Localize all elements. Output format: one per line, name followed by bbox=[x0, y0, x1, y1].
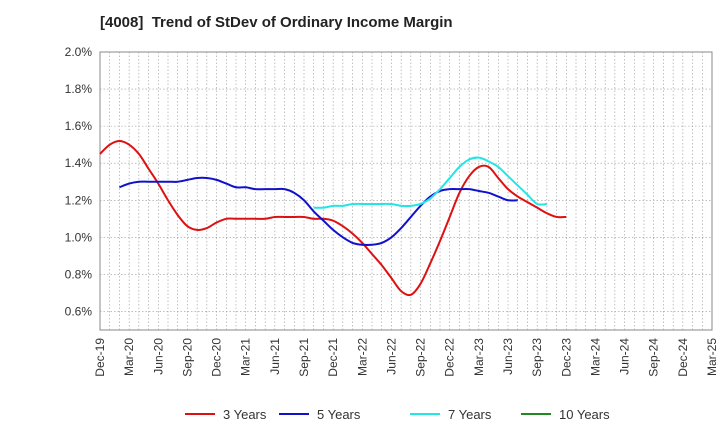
x-tick-label: Mar-21 bbox=[239, 338, 253, 376]
x-tick-label: Mar-24 bbox=[588, 338, 602, 376]
x-tick-label: Mar-20 bbox=[122, 338, 136, 376]
x-tick-label: Jun-24 bbox=[618, 338, 632, 375]
chart-title: [4008] Trend of StDev of Ordinary Income… bbox=[100, 14, 453, 31]
series-line-3-years bbox=[99, 139, 567, 297]
x-tick-label: Sep-22 bbox=[414, 338, 428, 377]
x-tick-label: Jun-22 bbox=[384, 338, 398, 375]
y-tick-label: 1.8% bbox=[65, 82, 93, 96]
x-tick-label: Dec-19 bbox=[93, 338, 107, 377]
x-tick-label: Dec-23 bbox=[559, 338, 573, 377]
x-tick-label: Dec-21 bbox=[326, 338, 340, 377]
y-tick-label: 1.4% bbox=[65, 156, 93, 170]
x-tick-label: Sep-20 bbox=[180, 338, 194, 377]
y-tick-label: 1.0% bbox=[65, 230, 93, 244]
y-tick-label: 1.2% bbox=[65, 193, 93, 207]
x-tick-label: Jun-23 bbox=[501, 338, 515, 375]
x-tick-label: Dec-22 bbox=[443, 338, 457, 377]
plot-area bbox=[99, 51, 713, 331]
y-tick-label: 2.0% bbox=[65, 45, 93, 59]
y-tick-label: 0.8% bbox=[65, 267, 93, 281]
x-tick-label: Mar-22 bbox=[355, 338, 369, 376]
x-tick-label: Sep-21 bbox=[297, 338, 311, 377]
legend-label-10-years: 10 Years bbox=[559, 407, 610, 422]
x-tick-label: Sep-24 bbox=[647, 338, 661, 377]
series-line-7-years bbox=[313, 156, 547, 209]
x-tick-label: Dec-24 bbox=[676, 338, 690, 377]
legend-label-3-years: 3 Years bbox=[223, 407, 267, 422]
x-tick-label: Sep-23 bbox=[530, 338, 544, 377]
x-tick-label: Dec-20 bbox=[210, 338, 224, 377]
x-tick-label: Jun-20 bbox=[151, 338, 165, 375]
legend-label-7-years: 7 Years bbox=[448, 407, 492, 422]
series-line-5-years bbox=[119, 176, 518, 246]
x-tick-label: Jun-21 bbox=[268, 338, 282, 375]
x-tick-label: Mar-25 bbox=[705, 338, 719, 376]
y-tick-label: 1.6% bbox=[65, 119, 93, 133]
x-tick-label: Mar-23 bbox=[472, 338, 486, 376]
legend-label-5-years: 5 Years bbox=[317, 407, 361, 422]
y-tick-label: 0.6% bbox=[65, 304, 93, 318]
